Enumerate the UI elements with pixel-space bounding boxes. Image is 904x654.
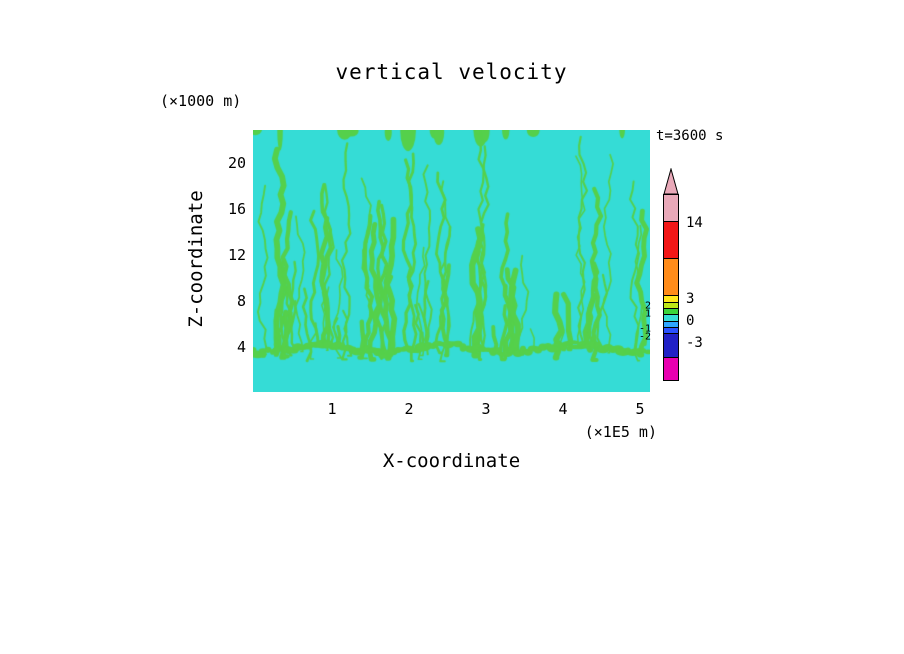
x-tick-label: 1: [327, 400, 337, 418]
x-tick-label: 3: [481, 400, 491, 418]
colorbar-small-label: -1: [638, 323, 651, 335]
colorbar-segment: [663, 333, 679, 358]
colorbar-small-label: 2: [644, 300, 651, 312]
colorbar-label: -3: [686, 335, 703, 351]
colorbar-label: 14: [686, 215, 703, 231]
colorbar-segment: [663, 357, 679, 381]
colorbar-segment: [663, 258, 679, 296]
plot-area: [253, 130, 650, 392]
y-tick-label: 8: [236, 292, 246, 310]
y-axis-title: Z-coordinate: [185, 190, 207, 328]
x-axis-title: X-coordinate: [382, 450, 521, 472]
colorbar-arrow-tip: [663, 168, 679, 195]
chart-title: vertical velocity: [335, 60, 568, 84]
colorbar-small-label: 1: [644, 308, 651, 320]
x-axis-unit-label: (×1E5 m): [584, 423, 657, 441]
colorbar: [663, 168, 679, 381]
y-tick-label: 20: [227, 154, 246, 172]
colorbar-segment: [663, 221, 679, 259]
y-axis-unit-label: (×1000 m): [160, 92, 242, 110]
x-tick-label: 5: [635, 400, 645, 418]
y-tick-label: 4: [236, 338, 246, 356]
x-tick-label: 2: [404, 400, 414, 418]
x-tick-label: 4: [558, 400, 568, 418]
colorbar-label: 0: [686, 313, 695, 329]
colorbar-label: 3: [686, 291, 695, 307]
time-annotation: t=3600 s: [656, 128, 724, 144]
y-tick-label: 12: [227, 246, 246, 264]
colorbar-segments: [663, 194, 679, 381]
y-tick-label: 16: [227, 200, 246, 218]
colorbar-small-label: -2: [638, 331, 651, 343]
colorbar-segment: [663, 194, 679, 222]
contour-field: [253, 130, 650, 392]
